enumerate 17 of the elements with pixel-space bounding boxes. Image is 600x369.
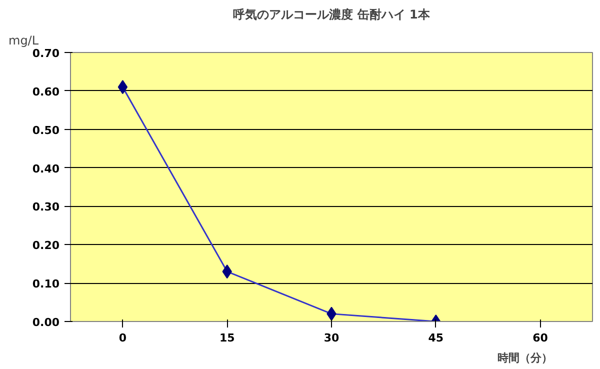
chart-title: 呼気のアルコール濃度 缶酎ハイ 1本 — [233, 8, 431, 22]
y-tick-label: 0.50 — [32, 124, 60, 137]
x-tick-label: 30 — [324, 332, 340, 344]
x-axis-title: 時間（分） — [498, 352, 552, 364]
y-axis-title: mg/L — [8, 34, 39, 48]
y-tick-label: 0.40 — [32, 162, 60, 176]
x-tick-label: 45 — [428, 332, 444, 344]
y-tick-label: 0.20 — [32, 239, 60, 252]
y-tick-label: 0.30 — [32, 200, 60, 214]
y-tick-label: 0.60 — [32, 85, 60, 98]
y-tick-label: 0.00 — [32, 316, 60, 329]
y-tick-label: 0.70 — [32, 47, 60, 60]
x-tick-label: 60 — [532, 332, 548, 344]
x-tick-label: 0 — [118, 332, 127, 344]
y-tick-label: 0.10 — [32, 278, 60, 291]
x-tick-label: 15 — [219, 332, 235, 344]
point — [118, 80, 128, 94]
